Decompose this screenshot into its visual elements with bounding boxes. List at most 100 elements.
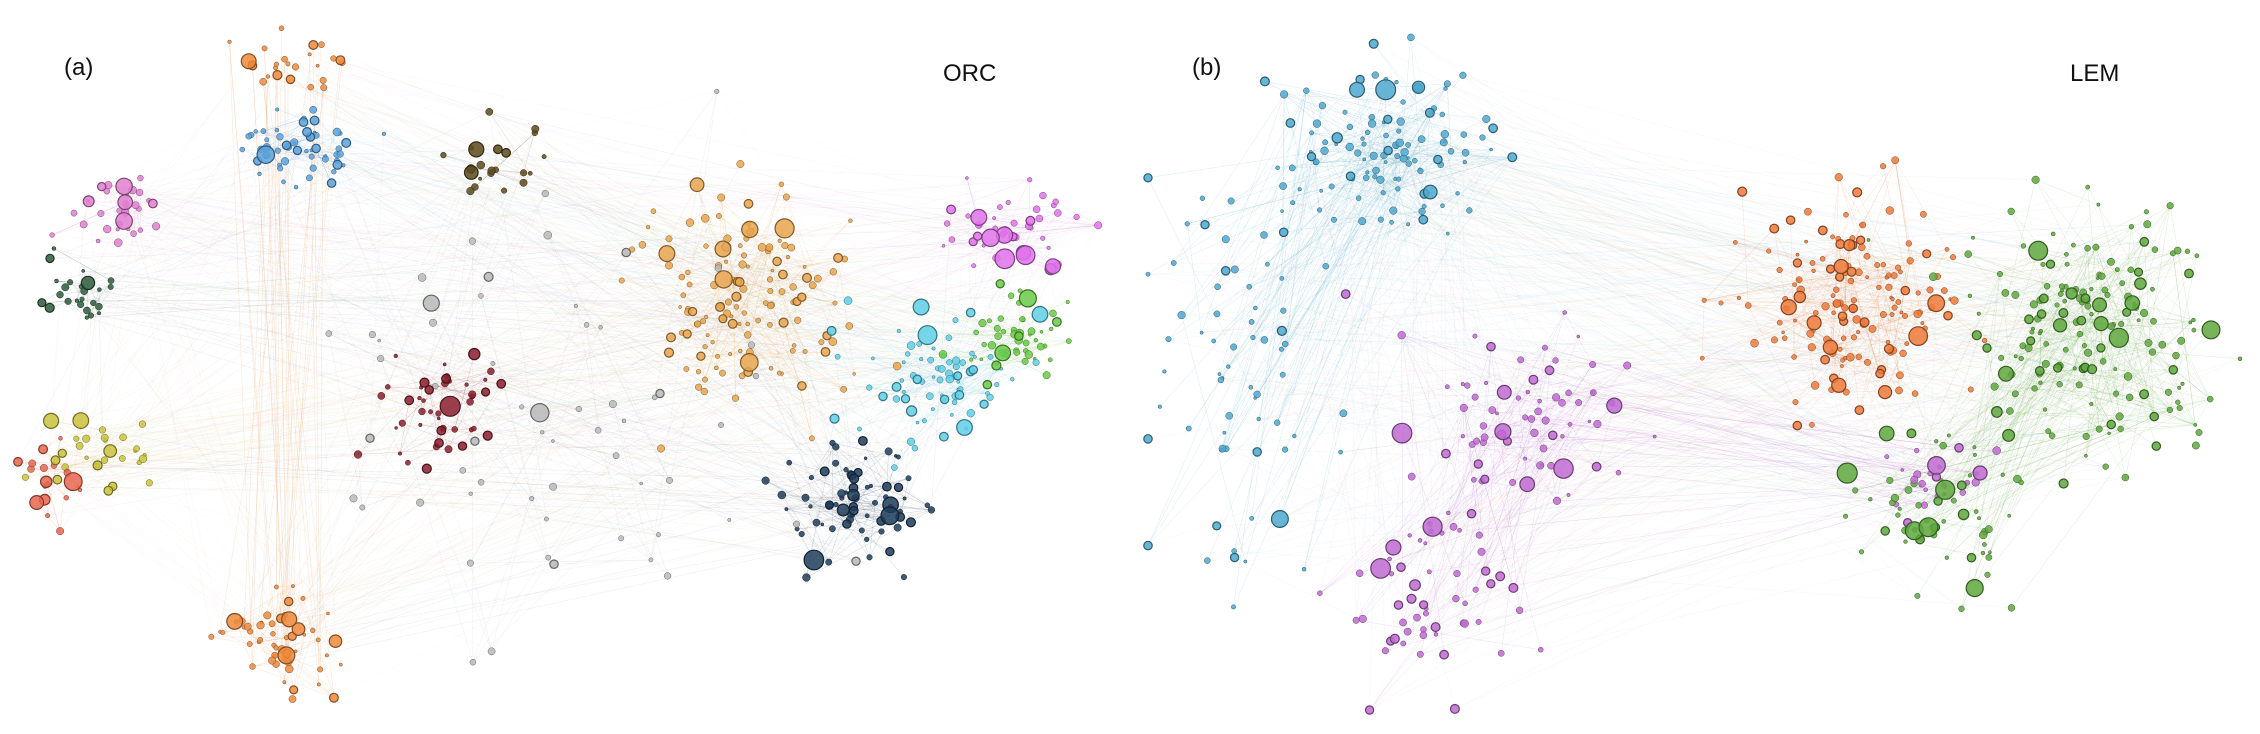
graph-edge (1475, 347, 1831, 590)
graph-edge (955, 360, 988, 394)
graph-edge (2101, 276, 2157, 447)
graph-node (1464, 382, 1471, 389)
graph-edge (1830, 315, 1906, 348)
graph-edge (1455, 356, 1859, 599)
graph-edge (615, 455, 857, 562)
graph-edge (1207, 155, 1385, 561)
graph-node (1457, 527, 1462, 533)
graph-edge (250, 134, 293, 637)
graph-edge (2011, 416, 2155, 608)
graph-edge (346, 142, 923, 382)
graph-edge (1512, 156, 2112, 263)
graph-edge (654, 335, 708, 398)
graph-edge (737, 281, 836, 304)
graph-edge (283, 181, 832, 332)
graph-edge (1526, 402, 1579, 485)
graph-node (2134, 277, 2147, 290)
graph-edge (683, 294, 1045, 347)
graph-edge (86, 324, 587, 458)
graph-edge (242, 301, 729, 622)
graph-edge (304, 301, 729, 635)
graph-edge (2087, 186, 2211, 400)
graph-node (1903, 539, 1908, 544)
graph-node (1322, 262, 1329, 270)
graph-edge (1277, 155, 1384, 169)
graph-node (2024, 344, 2033, 353)
graph-node (1985, 554, 1993, 561)
graph-node (997, 204, 1003, 210)
graph-edge (831, 330, 902, 381)
graph-edge (1292, 202, 2130, 398)
graph-node (995, 279, 1005, 289)
graph-node (2058, 308, 2069, 319)
graph-node (2104, 291, 2111, 298)
graph-edge (1216, 293, 1346, 527)
graph-node (285, 664, 294, 674)
graph-edge (811, 446, 836, 478)
graph-node (543, 516, 549, 522)
graph-edge (90, 237, 991, 316)
graph-node (1213, 310, 1221, 318)
graph-node (1890, 297, 1895, 302)
graph-node (82, 434, 91, 443)
graph-edge (1331, 186, 1384, 193)
graph-edge (1540, 329, 2195, 650)
graph-edge (1258, 418, 1503, 432)
graph-node (2034, 366, 2045, 376)
graph-edge (1283, 158, 1404, 187)
graph-edge (1395, 144, 2194, 331)
graph-edge (1507, 379, 1534, 442)
graph-edge (98, 281, 740, 314)
graph-edge (653, 210, 1027, 344)
graph-edge (1797, 254, 2053, 436)
graph-node (1047, 357, 1053, 363)
graph-edge (1799, 279, 1932, 308)
graph-edge (1794, 266, 1842, 321)
graph-node (54, 278, 59, 284)
graph-node (1615, 469, 1622, 476)
graph-edge (1311, 156, 2064, 484)
graph-node (987, 341, 997, 350)
graph-edge (1520, 347, 1546, 361)
graph-node (1536, 461, 1545, 470)
graph-node (774, 218, 795, 239)
graph-edge (1281, 278, 2200, 433)
graph-edge (2008, 365, 2061, 436)
graph-edge (311, 150, 823, 525)
graph-edge (1258, 289, 1931, 420)
graph-edge (1147, 273, 1887, 434)
graph-node (700, 214, 710, 223)
graph-edge (1279, 435, 1463, 520)
graph-edge (1290, 122, 1360, 574)
graph-edge (552, 397, 655, 487)
graph-node (2166, 202, 2174, 210)
graph-node (895, 454, 901, 460)
graph-edge (156, 226, 1028, 299)
graph-edge (1779, 269, 1975, 448)
graph-node (1785, 215, 1796, 225)
graph-edge (1362, 138, 1831, 341)
graph-edge (379, 340, 830, 506)
graph-edge (304, 132, 536, 635)
graph-edge (768, 248, 784, 323)
graph-edge (258, 585, 294, 643)
graph-edge (1800, 289, 1886, 393)
graph-edge (267, 76, 321, 670)
graph-edge (1321, 190, 1908, 523)
graph-edge (832, 528, 882, 532)
graph-edge (783, 322, 813, 439)
graph-edge (1421, 211, 1962, 610)
graph-edge (781, 451, 889, 496)
graph-edge (1525, 417, 1597, 467)
graph-node (317, 666, 324, 673)
graph-edge (65, 448, 137, 468)
graph-edge (1380, 179, 1502, 435)
graph-edge (30, 468, 68, 474)
graph-node (57, 448, 68, 458)
graph-edge (1397, 142, 1444, 190)
graph-node (490, 360, 496, 366)
graph-edge (421, 277, 549, 558)
graph-edge (1843, 337, 1889, 343)
graph-node (2084, 453, 2088, 458)
graph-edge (586, 324, 1036, 341)
